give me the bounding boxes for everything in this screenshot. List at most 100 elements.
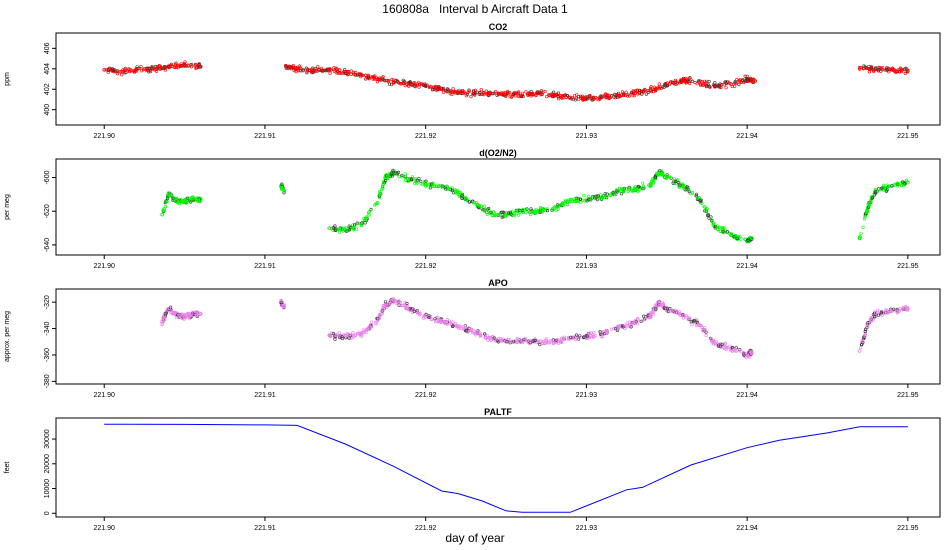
data-point [700,326,704,330]
data-point [574,96,578,100]
data-point [167,64,171,68]
data-point [479,204,484,208]
data-point [468,200,472,204]
data-point [353,333,357,337]
data-point [592,330,596,335]
data-point [657,171,662,176]
data-point [720,342,724,346]
plot-frame [55,158,941,256]
data-point [643,317,647,321]
data-point [192,196,196,200]
x-tick-label: 221.90 [94,133,116,140]
data-point [198,312,203,316]
data-point [478,92,482,97]
data-point [401,78,405,82]
data-point [365,327,369,331]
data-point [483,332,487,336]
data-point [424,83,428,88]
data-point [544,338,548,343]
data-point [706,213,710,218]
data-point [674,82,678,87]
data-point [651,309,655,313]
data-point [649,315,653,319]
data-point [301,69,305,73]
data-point [613,93,617,97]
data-point [194,314,199,318]
data-point [451,324,455,328]
data-point [597,197,602,201]
data-point [636,92,640,96]
data-point [469,94,473,99]
data-point [657,302,662,306]
data-point [557,97,561,101]
data-point [120,73,124,77]
data-point [619,94,623,98]
data-point [703,81,707,85]
data-point [527,92,531,96]
data-point [863,215,867,219]
data-point [649,89,654,94]
data-point [601,194,606,198]
data-point [875,308,880,313]
data-point [162,320,166,324]
data-point [343,333,347,338]
data-point [657,86,662,91]
data-point [562,335,567,339]
data-point [506,211,511,215]
data-point [145,68,149,72]
data-point [408,80,412,84]
data-point [529,213,533,217]
data-point [604,96,608,100]
data-point [412,309,416,314]
data-point [457,190,461,195]
data-point [591,333,595,337]
data-point [743,74,747,78]
data-point [165,199,169,204]
data-point [582,194,586,198]
data-point [568,197,573,201]
data-point [562,337,567,341]
data-point [160,212,164,217]
data-point [627,94,632,98]
data-point [890,184,894,188]
data-point [343,71,348,75]
data-point [682,79,687,83]
data-point [364,77,368,81]
data-point [528,341,532,345]
data-point [710,219,714,223]
data-point [196,196,200,200]
data-point [723,341,728,345]
data-point [623,323,627,327]
data-point [640,92,644,96]
x-tick-label: 221.91 [254,263,276,270]
data-point [879,186,884,190]
data-point [642,186,646,190]
data-point [716,228,720,232]
data-point [171,311,175,315]
data-point [298,66,303,70]
data-point [497,212,501,216]
x-tick-label: 221.92 [415,263,437,270]
data-point [163,68,167,72]
data-point [861,225,865,229]
y-axis-label: per meg [4,194,11,220]
data-point [722,83,726,87]
data-point [661,172,665,176]
data-point [731,346,735,350]
data-point [877,67,881,72]
x-tick-label: 221.95 [897,133,919,140]
data-point [139,65,143,69]
data-point [563,198,568,202]
data-point [540,92,544,96]
data-point [316,65,320,69]
data-point [538,342,542,347]
data-point [134,67,138,71]
y-tick-label: -640 [44,238,51,252]
data-point [635,89,639,93]
data-point [869,66,874,70]
y-axis-label: ppm [4,72,11,86]
data-point [395,79,399,84]
data-point [375,201,380,205]
data-point [866,66,871,71]
data-point [477,203,482,208]
